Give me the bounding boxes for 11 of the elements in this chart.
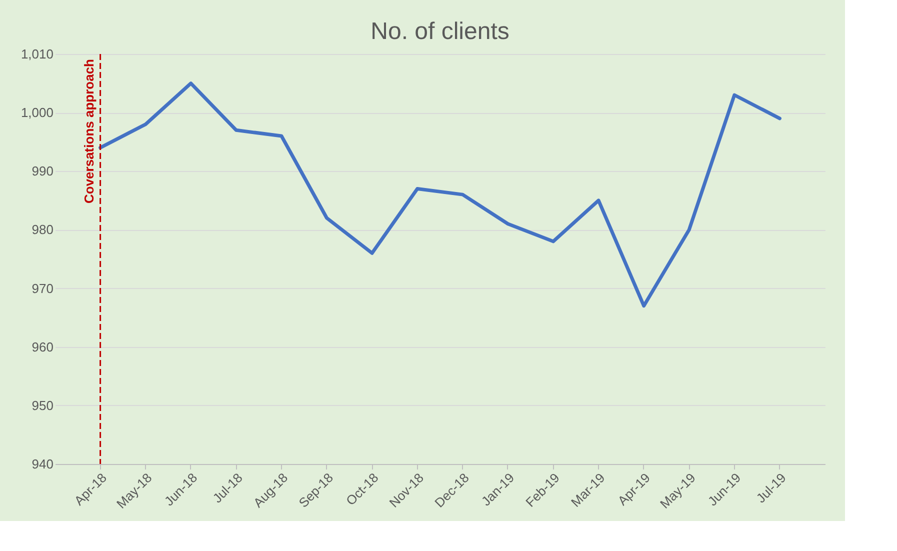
y-tick-label: 950: [32, 398, 54, 413]
y-tick-label: 940: [32, 456, 54, 472]
ref-line-label: Coversations approach: [81, 58, 96, 204]
y-tick-label: 970: [32, 280, 54, 296]
y-tick-label: 960: [32, 339, 54, 354]
chart-title: No. of clients: [370, 18, 510, 45]
y-tick-label: 980: [32, 222, 54, 238]
line-series: [98, 82, 782, 308]
y-tick-label: 990: [32, 164, 54, 179]
y-tick-label: 1,000: [20, 105, 54, 120]
y-tick-label: 1,010: [20, 46, 54, 62]
